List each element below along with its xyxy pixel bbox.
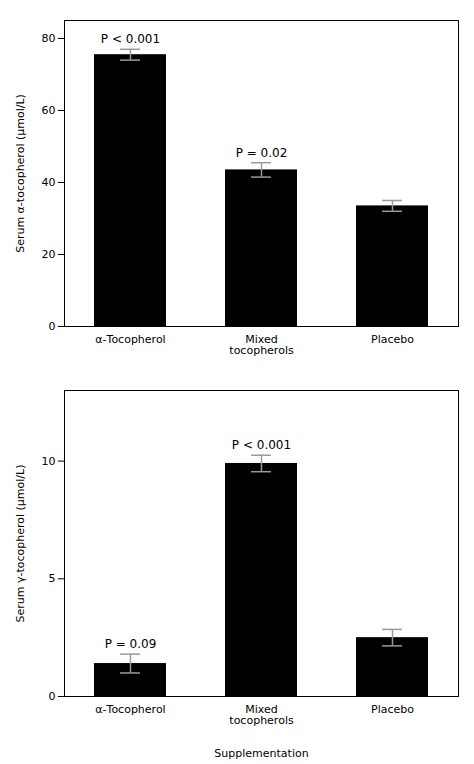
svg-text:60: 60	[42, 104, 56, 117]
svg-text:Placebo: Placebo	[371, 333, 414, 346]
svg-text:0: 0	[49, 320, 56, 333]
svg-text:20: 20	[42, 248, 56, 261]
svg-text:Mixedtocopherols: Mixedtocopherols	[229, 333, 294, 357]
svg-text:P < 0.001: P < 0.001	[101, 32, 160, 46]
svg-text:0: 0	[49, 690, 56, 703]
svg-text:Placebo: Placebo	[371, 703, 414, 716]
svg-text:α-Tocopherol: α-Tocopherol	[95, 333, 165, 346]
svg-text:α-Tocopherol: α-Tocopherol	[95, 703, 165, 716]
svg-text:P < 0.001: P < 0.001	[232, 438, 291, 452]
svg-text:Serum α-tocopherol (μmol/L): Serum α-tocopherol (μmol/L)	[14, 94, 27, 253]
svg-text:Serum γ-tocopherol (μmol/L): Serum γ-tocopherol (μmol/L)	[14, 465, 27, 623]
svg-text:Mixedtocopherols: Mixedtocopherols	[229, 703, 294, 727]
svg-text:40: 40	[42, 176, 56, 189]
svg-text:5: 5	[49, 572, 56, 585]
svg-text:Supplementation: Supplementation	[214, 747, 308, 760]
svg-text:P = 0.02: P = 0.02	[236, 146, 288, 160]
svg-text:80: 80	[42, 32, 56, 45]
svg-text:10: 10	[42, 455, 56, 468]
svg-text:P = 0.09: P = 0.09	[105, 637, 157, 651]
